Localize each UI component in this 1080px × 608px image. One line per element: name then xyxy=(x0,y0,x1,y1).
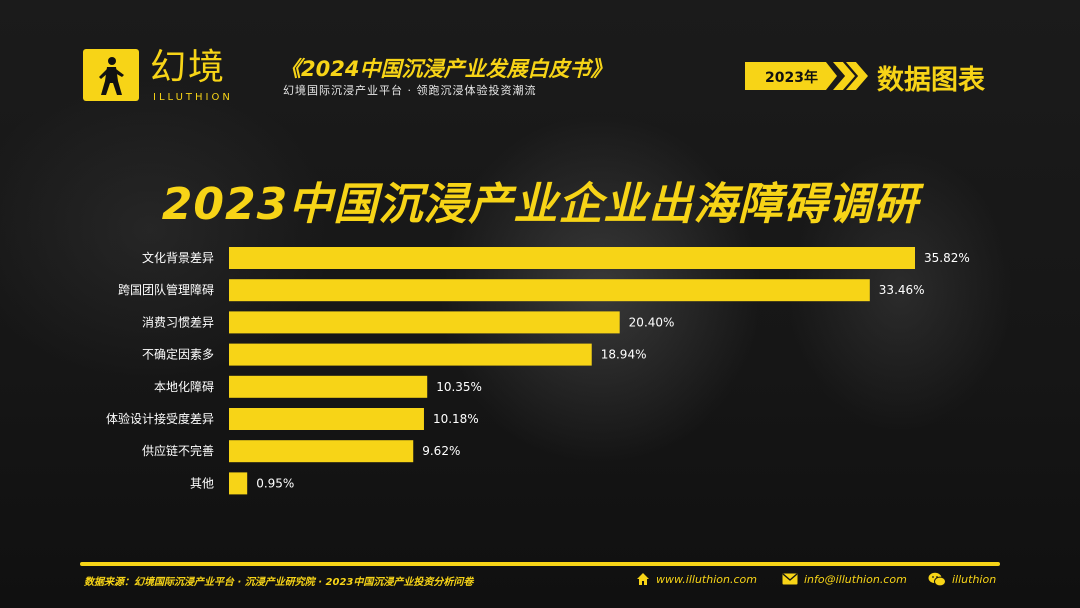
website-link[interactable]: www.illuthion.com xyxy=(656,572,757,586)
value-label: 0.95% xyxy=(256,476,294,490)
footer-divider xyxy=(80,562,1000,566)
bar xyxy=(229,279,870,302)
bar xyxy=(229,247,915,269)
book-subtitle: 幻境国际沉浸产业平台 · 领跑沉浸体验投资潮流 xyxy=(283,84,537,97)
brand-name: 幻境 xyxy=(150,47,227,88)
category-label: 消费习惯差异 xyxy=(142,314,214,329)
category-label: 供应链不完善 xyxy=(142,443,214,458)
bar xyxy=(229,311,620,334)
value-label: 33.46% xyxy=(879,283,925,297)
mail-icon xyxy=(782,573,798,585)
section-title: 数据图表 xyxy=(877,65,985,96)
value-label: 9.62% xyxy=(422,444,460,458)
value-label: 10.35% xyxy=(436,380,482,394)
value-label: 10.18% xyxy=(433,412,479,426)
category-label: 跨国团队管理障碍 xyxy=(118,282,214,297)
category-label: 文化背景差异 xyxy=(142,250,214,265)
home-icon xyxy=(637,573,649,585)
brand-name-en: ILLUTHION xyxy=(153,92,233,103)
category-label: 体验设计接受度差异 xyxy=(106,411,214,426)
value-label: 18.94% xyxy=(601,348,647,362)
year-tag-label: 2023年 xyxy=(765,70,818,86)
bar xyxy=(229,472,248,495)
bar xyxy=(229,343,592,366)
value-label: 35.82% xyxy=(924,251,970,265)
value-label: 20.40% xyxy=(629,315,675,329)
website-contact[interactable]: www.illuthion.com xyxy=(636,570,757,588)
wechat-id: illuthion xyxy=(952,572,997,586)
bar xyxy=(229,375,428,398)
category-label: 不确定因素多 xyxy=(142,347,214,362)
data-source: 数据来源：幻境国际沉浸产业平台 · 沉浸产业研究院 · 2023中国沉浸产业投资… xyxy=(84,577,474,588)
category-label: 其他 xyxy=(190,476,214,490)
wechat-icon xyxy=(928,572,946,586)
email-link[interactable]: info@illuthion.com xyxy=(804,572,907,586)
climber-icon xyxy=(99,57,124,95)
email-contact[interactable]: info@illuthion.com xyxy=(782,570,907,588)
category-label: 本地化障碍 xyxy=(154,379,214,394)
wechat-contact[interactable]: illuthion xyxy=(928,570,996,588)
chart-title: 2023中国沉浸产业企业出海障碍调研 xyxy=(161,179,919,230)
book-title: 《2024中国沉浸产业发展白皮书》 xyxy=(280,57,612,81)
bar xyxy=(229,408,424,430)
brand-logo xyxy=(83,49,139,101)
bar xyxy=(229,440,414,463)
year-tag: 2023年 xyxy=(745,62,837,90)
